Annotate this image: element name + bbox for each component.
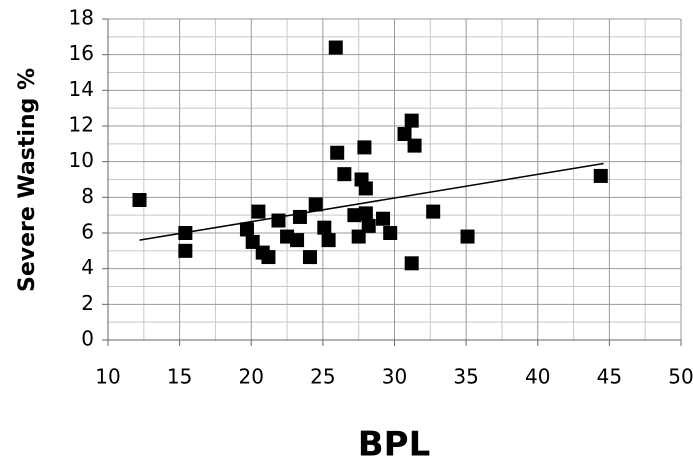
point [361, 218, 376, 233]
y-tick-label: 12 [69, 113, 94, 137]
y-tick-label: 8 [81, 184, 94, 208]
point [404, 256, 419, 271]
point [132, 193, 147, 208]
point [376, 211, 391, 226]
x-tick-label: 40 [525, 365, 550, 389]
point [407, 138, 422, 153]
point [426, 204, 441, 219]
point [337, 167, 352, 182]
point [357, 140, 372, 155]
point [251, 204, 266, 219]
point [460, 229, 475, 244]
point [302, 250, 317, 265]
x-tick-label: 50 [668, 365, 693, 389]
point [358, 181, 373, 196]
x-tick-label: 25 [310, 365, 335, 389]
point [328, 40, 343, 55]
y-axis-label: Severe Wasting % [15, 68, 40, 292]
y-tick-label: 0 [81, 327, 94, 351]
point [351, 229, 366, 244]
point [397, 127, 412, 142]
point [358, 206, 373, 221]
point [317, 220, 332, 235]
point [593, 168, 608, 183]
x-tick-label: 45 [597, 365, 622, 389]
y-tick-label: 10 [69, 148, 94, 172]
y-tick-label: 16 [69, 41, 94, 65]
point [245, 234, 260, 249]
point [383, 226, 398, 240]
point [347, 208, 362, 223]
point [261, 250, 276, 265]
x-tick-label: 10 [95, 365, 120, 389]
y-tick-label: 4 [81, 255, 94, 279]
y-tick-label: 14 [69, 77, 94, 101]
point [308, 197, 323, 212]
y-tick-label: 2 [81, 291, 94, 315]
point [178, 243, 193, 258]
trendline [139, 162, 604, 241]
x-axis-label: BPL [358, 425, 431, 465]
x-tick-label: 35 [453, 365, 478, 389]
point [404, 113, 419, 128]
point [239, 222, 254, 237]
point [290, 233, 305, 248]
x-tick-label: 15 [167, 365, 192, 389]
x-tick-label: 20 [239, 365, 264, 389]
point [292, 209, 307, 224]
point [321, 233, 336, 248]
x-tick-label: 30 [382, 365, 407, 389]
y-tick-label: 18 [69, 6, 94, 30]
point [330, 145, 345, 160]
y-tick-label: 6 [81, 220, 94, 244]
